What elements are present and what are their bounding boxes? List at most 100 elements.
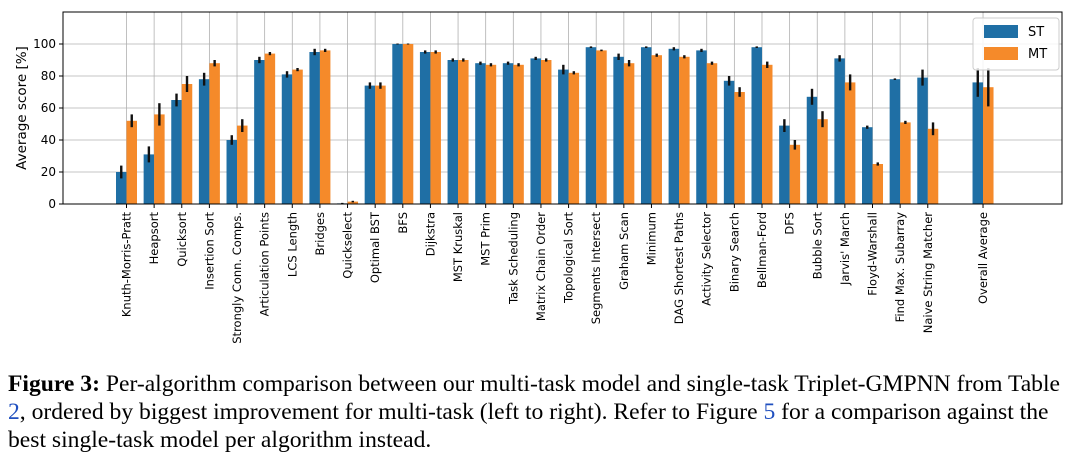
bar-mt (844, 82, 856, 204)
caption-text-2: , ordered by biggest improvement for mul… (19, 399, 764, 425)
bar-mt (292, 69, 303, 204)
bar-st (447, 60, 459, 204)
bar-mt (319, 50, 331, 205)
chart-figure: 0 20 40 60 80 100 Knuth-Morris-Pratt Heapsort Q… (14, 11, 1063, 344)
x-tick-label: Bellman-Ford (755, 212, 769, 288)
bar-st (171, 100, 182, 204)
table-reference-link[interactable]: 2 (8, 399, 20, 425)
y-tick-label: 20 (41, 165, 56, 179)
legend-swatch-st (984, 25, 1018, 38)
x-tick-label: DAG Shortest Paths (672, 212, 686, 324)
x-tick-label: Quickselect (341, 212, 355, 279)
y-tick-label: 60 (41, 101, 56, 115)
bar-mt (817, 119, 828, 204)
legend-label-mt: MT (1028, 47, 1047, 62)
x-tick-label: Floyd-Warshall (866, 212, 880, 296)
bar-st (392, 44, 403, 204)
y-axis-label: Average score [%] (14, 46, 30, 170)
bar-mt (458, 60, 469, 204)
bar-st (226, 140, 238, 204)
bar-mt (402, 44, 414, 204)
bar-mt (734, 92, 745, 204)
bar-st (613, 56, 624, 204)
x-tick-layer: Knuth-Morris-Pratt Heapsort Quicksort Inser… (120, 204, 990, 344)
x-tick-label: Dijkstra (423, 212, 437, 256)
bar-mt (679, 56, 690, 204)
bar-st (917, 77, 928, 204)
bar-mt (375, 85, 386, 204)
x-tick-label: Minimum (644, 212, 658, 265)
bar-st (475, 63, 486, 205)
bar-st (779, 125, 790, 204)
bar-st (419, 52, 431, 204)
bar-st (834, 58, 845, 205)
caption-label: Figure 3: (8, 371, 100, 397)
x-tick-label: Insertion Sort (202, 212, 216, 290)
x-tick-label: Graham Scan (617, 212, 631, 290)
bar-mt (789, 144, 801, 204)
bar-st (862, 127, 873, 204)
bar-mt (347, 201, 359, 204)
caption-text-1: Per-algorithm comparison between our mul… (99, 371, 1061, 397)
x-tick-label: LCS Length (285, 212, 299, 277)
x-tick-label: Articulation Points (258, 212, 272, 316)
bar-mt (596, 50, 607, 205)
bar-st (281, 74, 293, 205)
x-tick-label: Matrix Chain Order (534, 212, 548, 321)
bar-st (116, 172, 127, 204)
bar-mt (927, 128, 939, 204)
bar-mt (264, 53, 276, 204)
x-tick-label: Strongly Conn. Comps. (230, 212, 244, 344)
legend-swatch-mt (984, 47, 1018, 60)
x-tick-label: BFS (396, 212, 410, 234)
bar-st (640, 47, 652, 205)
x-tick-label: Knuth-Morris-Pratt (120, 212, 134, 318)
x-tick-label: Topological Sort (562, 212, 576, 304)
bar-mt (209, 63, 220, 205)
legend-label-st: ST (1028, 25, 1044, 40)
bar-st (198, 79, 210, 204)
bar-mt (237, 125, 248, 204)
x-tick-label: Task Scheduling (506, 212, 520, 305)
bar-mt (983, 87, 994, 204)
bar-mt (485, 64, 497, 204)
y-tick-layer: 0 20 40 60 80 100 (33, 37, 63, 211)
x-tick-label: Binary Search (727, 212, 741, 292)
bar-st (530, 58, 541, 205)
x-tick-label: Bridges (313, 212, 327, 255)
bar-st (889, 79, 901, 204)
bar-mt (706, 63, 718, 205)
y-tick-label: 100 (33, 37, 56, 51)
x-tick-label: Segments Intersect (589, 212, 603, 325)
bar-st (254, 60, 265, 204)
bar-mt (900, 122, 911, 204)
figure-reference-link[interactable]: 5 (763, 399, 776, 425)
bar-mt (540, 60, 552, 204)
x-tick-label: Jarvis' March (838, 212, 852, 286)
bar-st (143, 154, 155, 204)
bar-mt (761, 64, 773, 204)
x-tick-label: Bubble Sort (810, 212, 824, 280)
x-tick-label: DFS (783, 212, 797, 235)
bar-st (668, 48, 680, 204)
x-tick-label: Quicksort (175, 212, 189, 267)
x-tick-label: MST Prim (479, 212, 493, 266)
bar-mt (154, 114, 165, 204)
x-tick-label: Heapsort (147, 212, 161, 265)
bar-st (585, 47, 597, 205)
bar-mt (872, 164, 884, 204)
y-tick-label: 0 (48, 197, 56, 211)
x-tick-label: Activity Selector (700, 212, 714, 306)
bar-mt (430, 52, 441, 204)
bar-mt (181, 84, 193, 204)
x-tick-label: Overall Average (976, 212, 990, 304)
bar-st (558, 69, 569, 204)
bar-st (364, 85, 376, 204)
x-tick-label: Find Max. Subarray (893, 212, 907, 323)
bar-st (972, 82, 984, 204)
x-tick-label: Naive String Matcher (921, 212, 935, 334)
bar-st (806, 96, 818, 204)
bar-mt (623, 63, 635, 205)
legend: ST MT (972, 17, 1060, 71)
bar-st (696, 50, 707, 205)
